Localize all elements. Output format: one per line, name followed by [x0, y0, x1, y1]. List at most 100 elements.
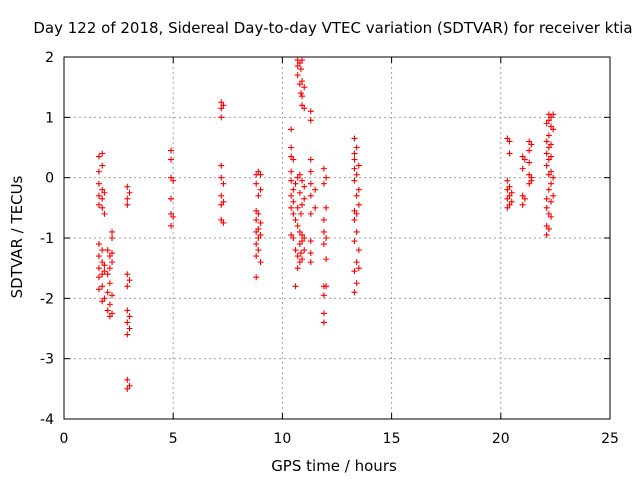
data-point	[109, 259, 116, 266]
data-point	[320, 319, 327, 326]
data-point	[355, 162, 362, 169]
data-point	[253, 207, 260, 214]
data-point	[124, 201, 131, 208]
data-point	[296, 241, 303, 248]
data-point	[170, 213, 177, 220]
data-point	[320, 292, 327, 299]
data-point	[545, 156, 552, 163]
data-point	[290, 210, 297, 217]
data-point	[526, 180, 533, 187]
data-point	[550, 111, 557, 118]
data-point	[307, 210, 314, 217]
data-point	[104, 247, 111, 254]
data-point	[301, 183, 308, 190]
data-point	[296, 81, 303, 88]
data-point	[257, 171, 264, 178]
data-point	[292, 180, 299, 187]
data-point	[290, 198, 297, 205]
data-point	[124, 307, 131, 314]
data-point	[543, 204, 550, 211]
data-point	[124, 283, 131, 290]
data-point	[220, 102, 227, 109]
x-tick-label: 25	[601, 431, 619, 447]
data-point	[124, 376, 131, 383]
data-point	[355, 186, 362, 193]
data-point	[99, 298, 106, 305]
data-point	[95, 286, 102, 293]
data-point	[299, 93, 306, 100]
data-point	[106, 265, 113, 272]
data-point	[106, 301, 113, 308]
data-point	[126, 277, 133, 284]
data-point	[99, 204, 106, 211]
data-point	[550, 126, 557, 133]
data-point	[292, 283, 299, 290]
data-point	[526, 159, 533, 166]
data-point	[297, 66, 304, 73]
data-point	[351, 268, 358, 275]
data-point	[126, 382, 133, 389]
data-point	[351, 156, 358, 163]
data-point	[101, 189, 108, 196]
x-tick-label: 15	[383, 431, 401, 447]
data-point	[106, 253, 113, 260]
data-point	[218, 105, 225, 112]
data-point	[320, 216, 327, 223]
data-point	[124, 271, 131, 278]
data-point	[548, 123, 555, 130]
data-point	[506, 150, 513, 157]
data-point	[548, 180, 555, 187]
y-tick-label: -3	[40, 352, 54, 368]
data-point	[95, 241, 102, 248]
data-point	[351, 216, 358, 223]
data-point	[545, 132, 552, 139]
data-point	[124, 183, 131, 190]
data-point	[506, 183, 513, 190]
y-axis-label: SDTVAR / TECUs	[8, 175, 26, 298]
data-point	[299, 177, 306, 184]
data-point	[99, 283, 106, 290]
data-point	[253, 216, 260, 223]
data-point	[543, 195, 550, 202]
data-point	[257, 259, 264, 266]
data-point	[99, 195, 106, 202]
data-point	[521, 156, 528, 163]
data-point	[504, 186, 511, 193]
axis-ticks: 0 5 10 15 20 25 -4 -3 -2 -1 0 1 2	[40, 50, 619, 447]
data-point	[504, 195, 511, 202]
x-tick-label: 20	[492, 431, 510, 447]
data-point	[288, 192, 295, 199]
data-point	[101, 295, 108, 302]
data-point	[320, 310, 327, 317]
data-point	[323, 235, 330, 241]
data-point	[351, 177, 358, 184]
data-point	[124, 195, 131, 202]
data-point	[253, 241, 260, 248]
data-point	[506, 138, 513, 145]
data-point	[301, 84, 308, 91]
data-point	[548, 141, 555, 148]
data-point	[504, 204, 511, 211]
data-point	[294, 265, 301, 272]
data-point	[124, 385, 131, 392]
data-point	[545, 144, 552, 151]
data-point	[297, 250, 304, 257]
data-point	[168, 222, 175, 229]
y-tick-label: 0	[45, 171, 54, 187]
data-point	[253, 228, 260, 235]
data-point	[307, 168, 314, 175]
data-point	[220, 198, 227, 205]
data-point	[526, 171, 533, 178]
data-point	[296, 228, 303, 235]
data-point	[548, 168, 555, 175]
data-point	[519, 201, 526, 208]
data-point	[99, 186, 106, 193]
data-point	[353, 259, 360, 266]
data-point	[255, 168, 262, 175]
data-point	[351, 207, 358, 214]
data-point	[218, 216, 225, 223]
data-point	[253, 274, 260, 281]
data-point	[301, 235, 308, 241]
data-point	[307, 117, 314, 124]
data-point	[106, 313, 113, 320]
